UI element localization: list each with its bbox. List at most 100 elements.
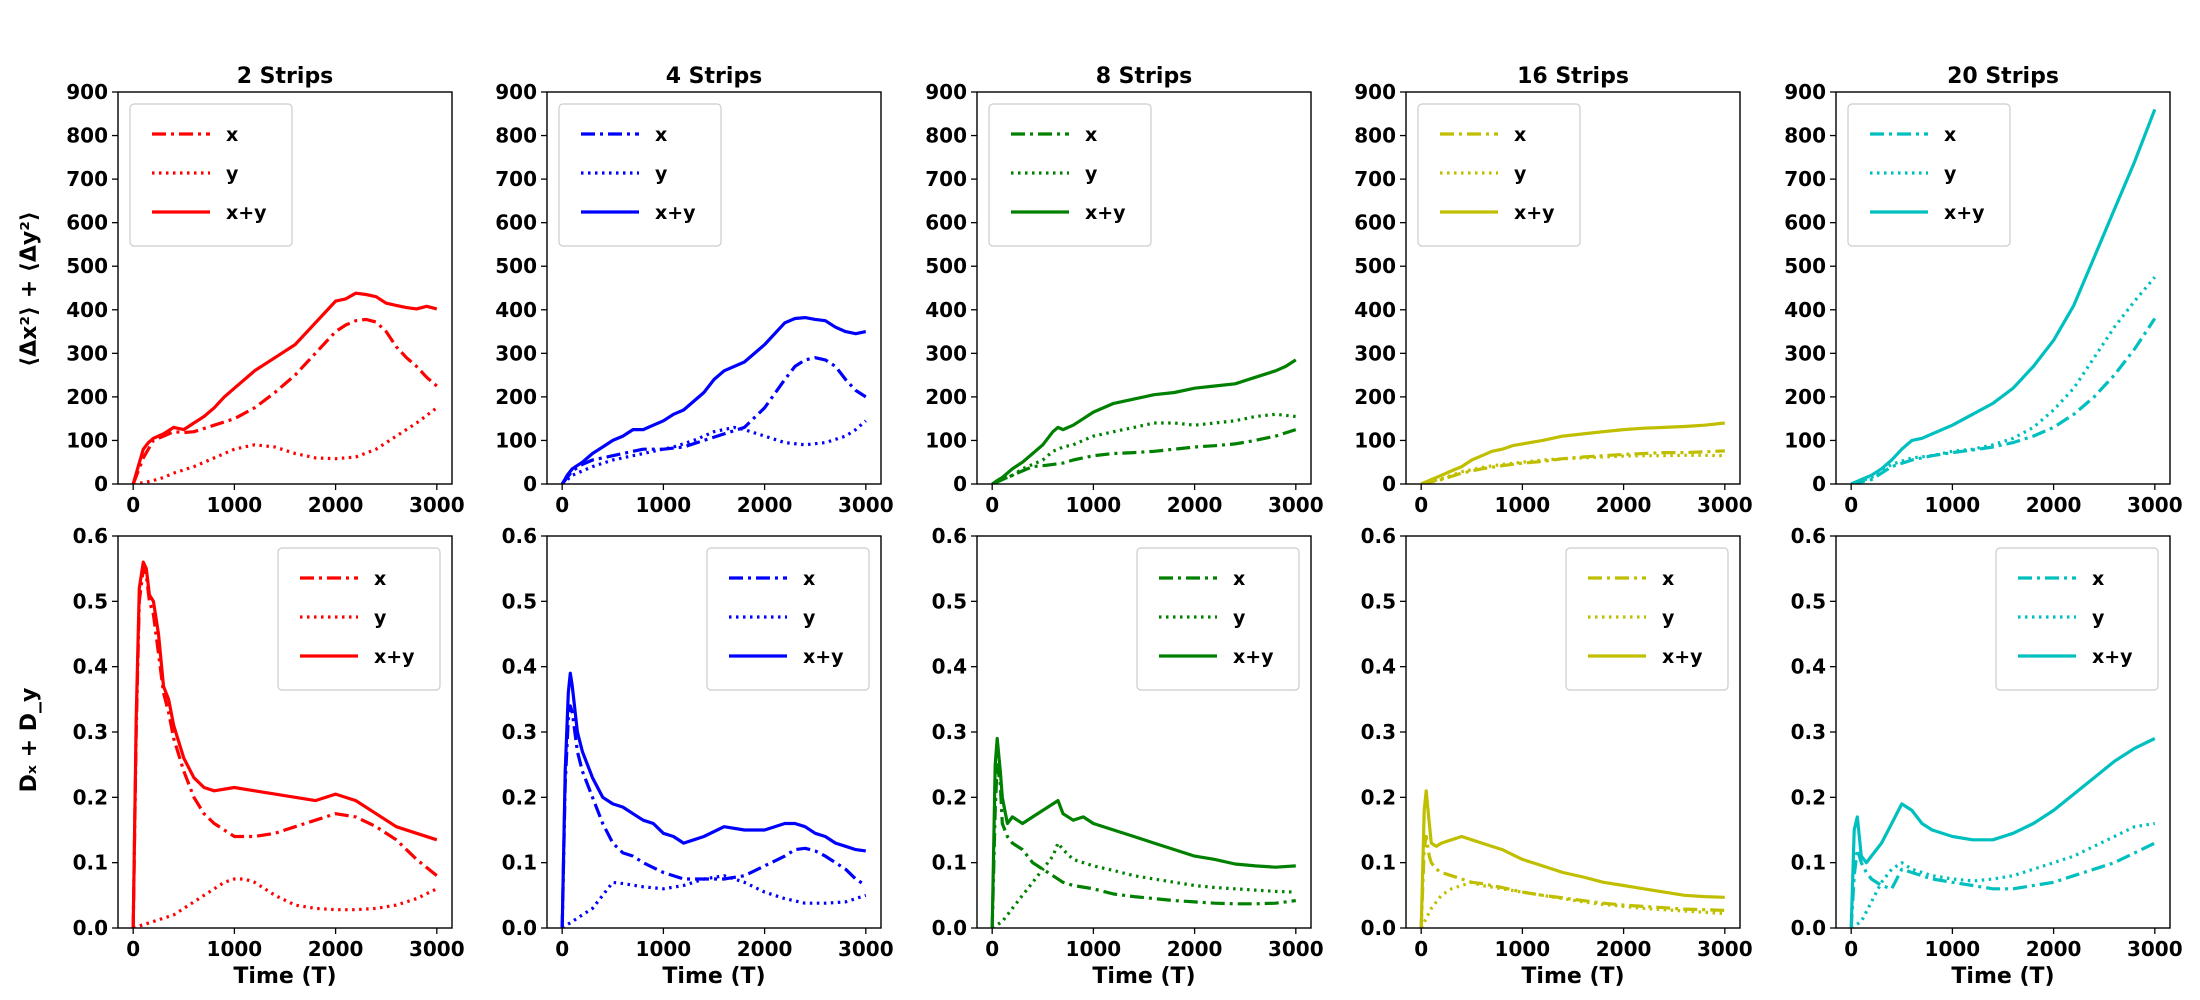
x-tick-label: 1000 bbox=[636, 937, 692, 961]
x-tick-label: 1000 bbox=[1495, 937, 1551, 961]
y-tick-label: 300 bbox=[66, 341, 108, 365]
x-tick-label: 2000 bbox=[737, 937, 793, 961]
x-tick-label: 2000 bbox=[1596, 937, 1652, 961]
x-tick-label: 1000 bbox=[207, 493, 263, 517]
y-tick-label: 400 bbox=[925, 298, 967, 322]
x-tick-label: 3000 bbox=[409, 937, 465, 961]
y-tick-label: 900 bbox=[925, 80, 967, 104]
y-tick-label: 600 bbox=[1354, 211, 1396, 235]
x-tick-label: 2000 bbox=[1167, 937, 1223, 961]
series-line-x-plus-y bbox=[990, 736, 1296, 928]
y-tick-label: 0.0 bbox=[932, 916, 967, 940]
y-tick-label: 0.4 bbox=[1791, 655, 1826, 679]
x-tick-label: 0 bbox=[985, 937, 999, 961]
x-axis-label: Time (T) bbox=[662, 964, 765, 989]
axes-frame bbox=[1405, 535, 1741, 929]
series-line-x bbox=[990, 763, 1297, 928]
y-tick-label: 0.2 bbox=[502, 785, 537, 809]
y-tick-label: 0.0 bbox=[1791, 916, 1826, 940]
y-tick-label: 0.2 bbox=[73, 785, 108, 809]
y-tick-label: 300 bbox=[925, 341, 967, 365]
row-1-ylabel: Dₓ + D_y bbox=[17, 688, 42, 793]
y-tick-label: 0.4 bbox=[502, 655, 537, 679]
y-tick-label: 0 bbox=[953, 472, 967, 496]
y-tick-label: 200 bbox=[1784, 385, 1826, 409]
axes-frame bbox=[976, 535, 1312, 929]
y-tick-label: 0.0 bbox=[502, 916, 537, 940]
legend-label: x+y bbox=[1085, 202, 1126, 224]
x-axis-label: Time (T) bbox=[1951, 964, 2054, 989]
y-tick-label: 0.3 bbox=[73, 720, 108, 744]
series-line-x-plus-y bbox=[560, 316, 867, 484]
series-line-x-plus-y bbox=[991, 358, 1297, 484]
y-tick-label: 0.1 bbox=[73, 851, 108, 875]
legend-label: x+y bbox=[1514, 202, 1555, 224]
series-line-x-plus-y bbox=[131, 291, 438, 484]
y-tick-label: 500 bbox=[66, 254, 108, 278]
y-tick-label: 100 bbox=[495, 428, 537, 452]
y-tick-label: 200 bbox=[66, 385, 108, 409]
y-tick-label: 400 bbox=[66, 298, 108, 322]
y-tick-label: 0.5 bbox=[932, 589, 967, 613]
x-tick-label: 2000 bbox=[1596, 493, 1652, 517]
legend-label: x bbox=[1944, 124, 1956, 146]
x-tick-label: 2000 bbox=[308, 493, 364, 517]
y-tick-label: 100 bbox=[1784, 428, 1826, 452]
y-tick-label: 0.6 bbox=[73, 524, 108, 548]
y-tick-label: 200 bbox=[925, 385, 967, 409]
panel-0-3: 16 Strips 0 100 200 300 400 500 600 700 800 900 0 10… bbox=[1354, 64, 1752, 517]
legend-box bbox=[277, 547, 441, 691]
series-line-x-plus-y bbox=[1419, 789, 1725, 928]
y-tick-label: 0 bbox=[1812, 472, 1826, 496]
panel-1-3: 0.0 0.1 0.2 0.3 0.4 0.5 0.6 0 1000 2000 3000 Time (… bbox=[1361, 524, 1753, 989]
y-tick-label: 200 bbox=[495, 385, 537, 409]
series-line-x bbox=[560, 704, 867, 928]
panel-1-2: 0.0 0.1 0.2 0.3 0.4 0.5 0.6 0 1000 2000 3000 Time (… bbox=[932, 524, 1324, 989]
y-tick-label: 0.2 bbox=[1361, 785, 1396, 809]
y-tick-label: 700 bbox=[925, 167, 967, 191]
panel-0-4: 20 Strips 0 100 200 300 400 500 600 700 800 900 0 10… bbox=[1784, 64, 2182, 517]
legend-label: y bbox=[1085, 163, 1098, 185]
x-tick-label: 0 bbox=[1844, 937, 1858, 961]
legend-label: x+y bbox=[374, 646, 415, 668]
y-tick-label: 0.5 bbox=[1361, 589, 1396, 613]
legend-box bbox=[1136, 547, 1300, 691]
legend-label: x bbox=[1514, 124, 1526, 146]
x-axis-label: Time (T) bbox=[1092, 964, 1195, 989]
y-tick-label: 500 bbox=[495, 254, 537, 278]
x-tick-label: 0 bbox=[126, 937, 140, 961]
axes-frame bbox=[117, 535, 453, 929]
y-tick-label: 700 bbox=[495, 167, 537, 191]
legend-box bbox=[1847, 103, 2011, 247]
series-line-x-plus-y bbox=[1850, 108, 2157, 484]
x-tick-label: 2000 bbox=[2026, 937, 2082, 961]
y-tick-label: 0.4 bbox=[932, 655, 967, 679]
y-tick-label: 800 bbox=[925, 124, 967, 148]
legend-label: x bbox=[1085, 124, 1097, 146]
y-tick-label: 700 bbox=[66, 167, 108, 191]
y-tick-label: 600 bbox=[495, 211, 537, 235]
legend-box bbox=[558, 103, 722, 247]
legend-box bbox=[129, 103, 293, 247]
y-tick-label: 500 bbox=[925, 254, 967, 278]
legend-box bbox=[1565, 547, 1729, 691]
axes-frame bbox=[117, 91, 453, 485]
x-tick-label: 3000 bbox=[1268, 493, 1324, 517]
series-line-x-plus-y bbox=[1849, 737, 2156, 928]
panel-title: 20 Strips bbox=[1947, 64, 2059, 89]
panel-1-0: 0.0 0.1 0.2 0.3 0.4 0.5 0.6 0 1000 2000 3000 Time (… bbox=[73, 524, 465, 989]
y-tick-label: 0.5 bbox=[1791, 589, 1826, 613]
y-tick-label: 400 bbox=[1354, 298, 1396, 322]
x-tick-label: 1000 bbox=[207, 937, 263, 961]
y-tick-label: 0.5 bbox=[502, 589, 537, 613]
panel-title: 4 Strips bbox=[666, 64, 763, 89]
y-tick-label: 0.2 bbox=[1791, 785, 1826, 809]
y-tick-label: 500 bbox=[1354, 254, 1396, 278]
legend-label: y bbox=[1233, 607, 1246, 629]
series-line-y bbox=[991, 412, 1296, 484]
y-tick-label: 0.6 bbox=[1361, 524, 1396, 548]
axes-frame bbox=[976, 91, 1312, 485]
x-tick-label: 3000 bbox=[1268, 937, 1324, 961]
x-tick-label: 1000 bbox=[1066, 493, 1122, 517]
